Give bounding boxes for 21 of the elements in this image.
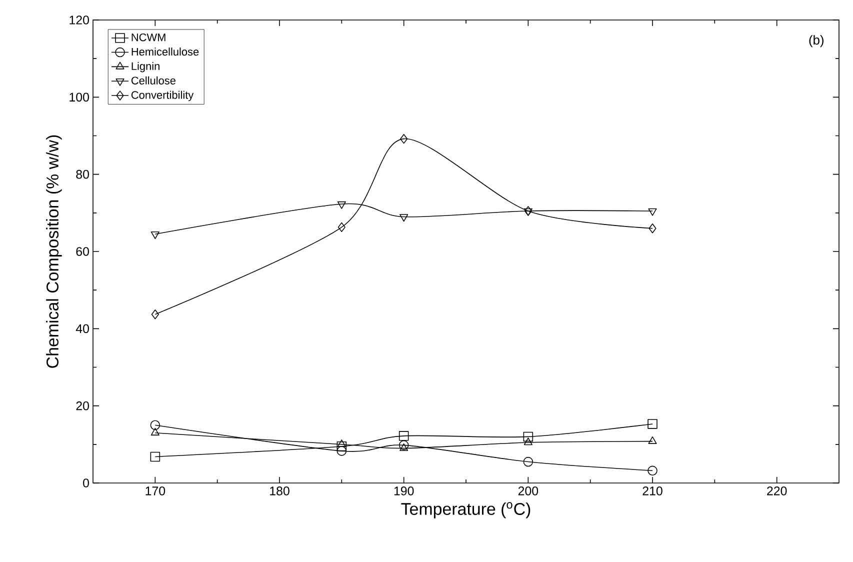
annotation: (b) [809, 35, 824, 48]
x-tick-label: 170 [146, 486, 166, 496]
y-tick-label: 80 [76, 170, 89, 179]
legend-label: Hemicellulose [132, 48, 199, 56]
x-tick-label: 200 [518, 486, 538, 496]
legend-label: Convertibility [131, 90, 194, 102]
y-tick-label: 20 [76, 401, 89, 410]
y-tick-label: 0 [83, 478, 89, 488]
legend-label: Lignin [132, 62, 160, 72]
y-tick-label: 120 [70, 16, 89, 24]
y-tick-label: 40 [76, 324, 89, 334]
x-axis-title: Temperature ($^{o}$C) [401, 502, 530, 518]
y-tick-label: 100 [70, 92, 89, 102]
legend-label: NCWM [132, 33, 166, 42]
x-tick-label: 220 [767, 486, 787, 496]
y-tick-label: 60 [76, 247, 89, 256]
x-tick-label: 190 [394, 486, 414, 496]
x-tick-label: 180 [270, 486, 290, 496]
x-tick-label: 210 [642, 486, 662, 496]
legend-label: Cellulose [131, 76, 176, 84]
y-axis-title: Chemical Composition (% w/w) [46, 135, 62, 368]
